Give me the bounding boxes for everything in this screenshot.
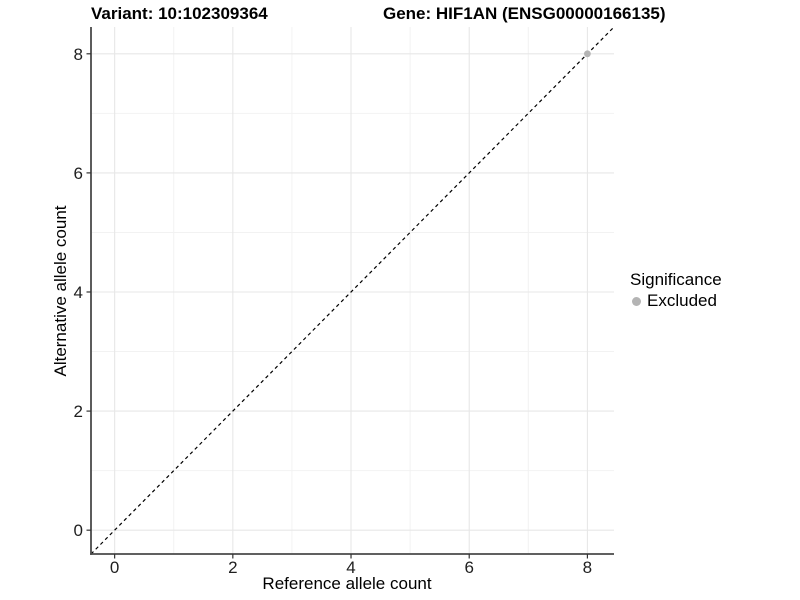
- identity-dashed-line: [90, 26, 615, 555]
- y-axis-tick-label: 4: [74, 283, 83, 302]
- legend-item-excluded: Excluded: [630, 291, 722, 311]
- y-axis-title: Alternative allele count: [51, 205, 70, 377]
- legend-item-label: Excluded: [647, 291, 717, 310]
- plot-title-gene: Gene: HIF1AN (ENSG00000166135): [383, 4, 666, 23]
- y-axis-tick-label: 0: [74, 521, 83, 540]
- x-axis-tick-label: 0: [110, 558, 119, 577]
- legend: Significance Excluded: [630, 269, 722, 311]
- excluded-point-swatch: [632, 296, 641, 306]
- y-axis-tick-label: 8: [74, 45, 83, 64]
- x-axis-tick-label: 6: [464, 558, 473, 577]
- x-axis-tick-label: 2: [228, 558, 237, 577]
- x-axis-tick-label: 8: [583, 558, 592, 577]
- data-point-excluded: [584, 50, 591, 58]
- plot-title-variant: Variant: 10:102309364: [91, 4, 268, 23]
- y-axis-tick-label: 2: [74, 402, 83, 421]
- y-axis-tick-label: 6: [74, 164, 83, 183]
- legend-title: Significance: [630, 270, 722, 289]
- x-axis-title: Reference allele count: [262, 574, 432, 593]
- x-axis-tick-label: 4: [346, 558, 355, 577]
